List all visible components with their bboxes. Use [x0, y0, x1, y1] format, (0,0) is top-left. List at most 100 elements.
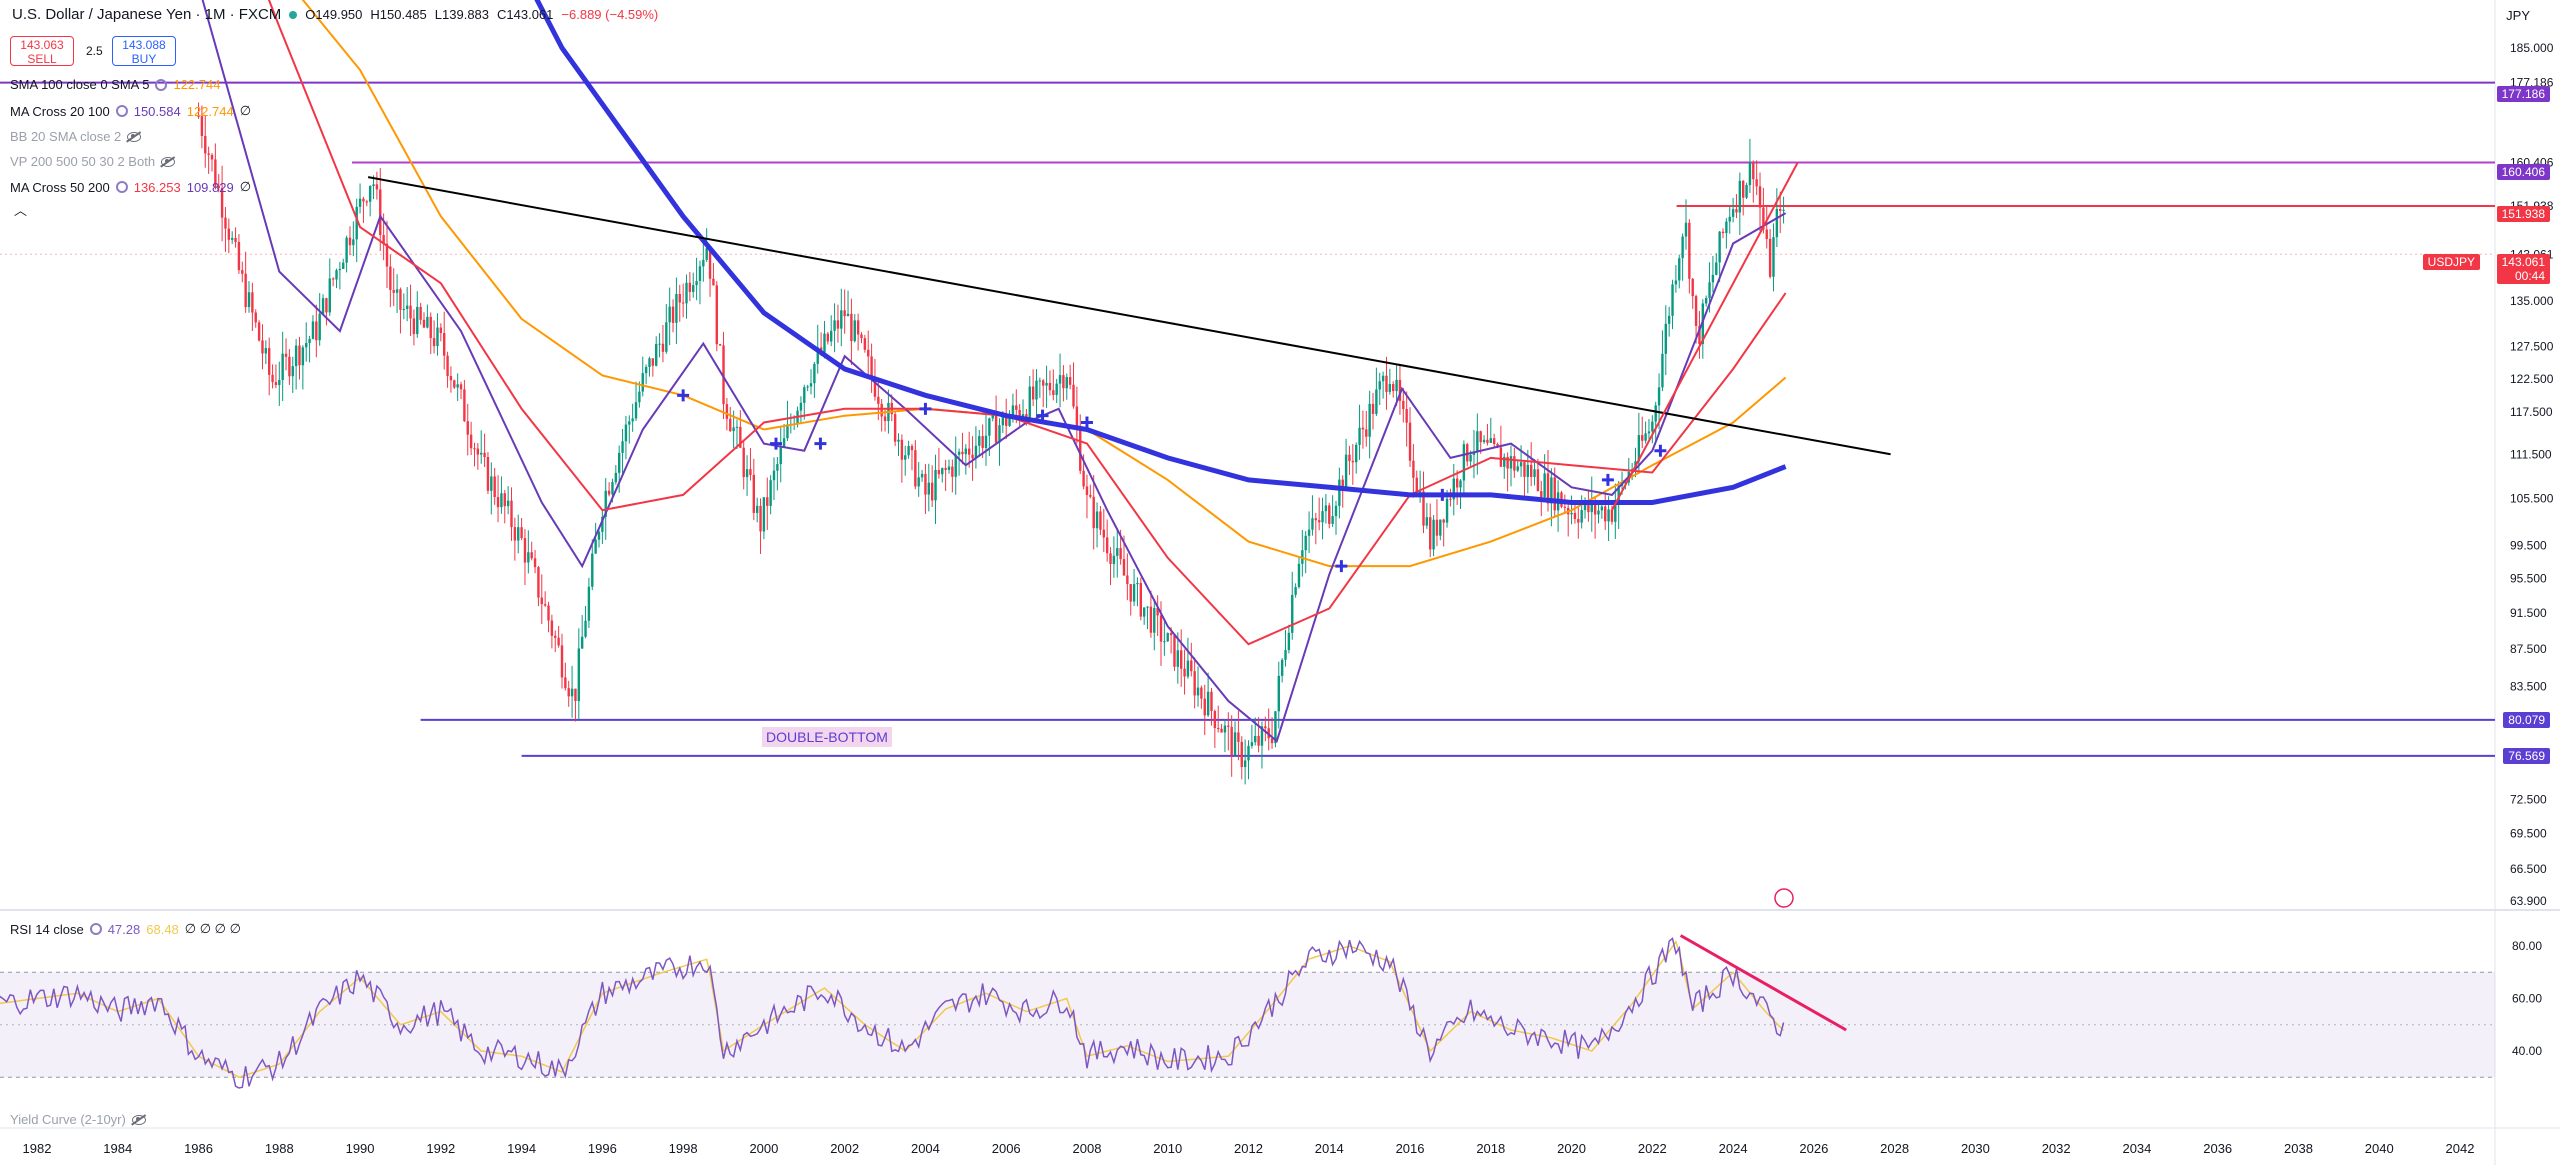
candle-body	[1334, 505, 1338, 517]
candle-body	[244, 273, 247, 308]
ohlc-low: L139.883	[434, 7, 490, 22]
candle-body	[1681, 236, 1684, 259]
candle-body	[1348, 454, 1351, 461]
settings-icon[interactable]	[89, 923, 102, 935]
settings-icon[interactable]	[115, 105, 128, 117]
candle-body	[1779, 208, 1782, 211]
candle-body	[722, 345, 725, 405]
candle-body	[991, 414, 994, 419]
candle-body	[877, 396, 880, 404]
legend-ma-cross-50-200[interactable]: MA Cross 50 200 136.253 109.829 ∅	[10, 179, 251, 195]
settings-icon[interactable]	[115, 181, 128, 193]
time-tick: 2004	[911, 1141, 940, 1156]
candle-body	[1179, 650, 1183, 669]
candle-body	[1647, 431, 1651, 434]
candle-body	[1011, 405, 1015, 417]
legend-bb[interactable]: BB 20 SMA close 2	[10, 129, 142, 144]
hidden-eye-icon[interactable]	[131, 1114, 146, 1125]
hidden-eye-icon[interactable]	[127, 131, 142, 142]
candle-body	[1529, 464, 1533, 478]
candle-body	[1762, 207, 1765, 230]
candle-body	[1284, 649, 1287, 660]
last-price-symbol: USDJPY	[2422, 254, 2480, 270]
candle-body	[301, 347, 305, 366]
candle-body	[1459, 480, 1462, 488]
candle-body	[230, 237, 234, 240]
legend-rsi[interactable]: RSI 14 close 47.28 68.48 ∅ ∅ ∅ ∅	[10, 921, 241, 937]
candle-body	[1593, 499, 1597, 515]
candle-body	[217, 185, 220, 189]
price-tick: 185.000	[2510, 41, 2554, 55]
time-tick: 2032	[2042, 1141, 2071, 1156]
candle-body	[951, 466, 954, 477]
rsi-divergence-line	[1679, 934, 1847, 1032]
candle-body	[1025, 414, 1028, 420]
candle-body	[1684, 222, 1688, 237]
candle-body	[449, 376, 453, 381]
time-tick: 2018	[1476, 1141, 1505, 1156]
candle-body	[1398, 379, 1402, 401]
candle-body	[994, 414, 998, 443]
time-tick: 2020	[1557, 1141, 1586, 1156]
price-tick: 69.500	[2510, 827, 2547, 841]
candle-body	[1607, 509, 1610, 522]
candle-body	[644, 366, 648, 374]
candle-body	[634, 402, 638, 419]
candle-body	[1476, 431, 1479, 453]
time-tick: 1994	[507, 1141, 536, 1156]
candle-body	[1513, 456, 1516, 471]
candle-body	[1166, 633, 1169, 642]
candle-body	[1206, 691, 1210, 716]
candle-body	[200, 116, 204, 136]
candle-body	[732, 427, 735, 432]
candle-body	[904, 455, 907, 460]
candle-body	[527, 552, 530, 563]
candle-body	[278, 379, 281, 386]
candle-body	[402, 308, 406, 310]
candle-body	[1526, 464, 1530, 477]
candle-body	[725, 404, 729, 419]
candle-body	[708, 248, 712, 279]
legend-vp[interactable]: VP 200 500 50 30 2 Both	[10, 154, 176, 169]
candle-body	[631, 418, 634, 422]
candle-body	[577, 648, 581, 701]
candle-body	[1072, 384, 1075, 407]
legend-sma100[interactable]: SMA 100 close 0 SMA 5 122.744	[10, 77, 220, 92]
candle-body	[1711, 274, 1715, 283]
candle-body	[1270, 738, 1274, 744]
time-tick: 2038	[2284, 1141, 2313, 1156]
double-bottom-label[interactable]: DOUBLE-BOTTOM	[762, 727, 892, 747]
candle-body	[651, 358, 655, 366]
trendline	[367, 176, 1891, 456]
legend-yield-curve[interactable]: Yield Curve (2-10yr)	[10, 1112, 146, 1127]
cross-marker	[677, 389, 690, 402]
candle-body	[422, 319, 426, 328]
candle-body	[772, 470, 776, 481]
candle-body	[1116, 548, 1119, 556]
candle-body	[294, 345, 298, 367]
candle-body	[358, 198, 362, 207]
trendline	[1611, 162, 1799, 511]
settings-icon[interactable]	[155, 78, 168, 91]
currency-label[interactable]: JPY	[2506, 8, 2530, 23]
candle-body	[335, 270, 338, 280]
candle-body	[978, 436, 981, 446]
legend-ma-cross-20-100[interactable]: MA Cross 20 100 150.584 122.744 ∅	[10, 103, 251, 119]
candle-body	[416, 306, 419, 335]
collapse-legend-icon[interactable]: ︿	[14, 203, 28, 218]
candle-body	[274, 382, 278, 386]
symbol-title[interactable]: U.S. Dollar / Japanese Yen · 1M · FXCM	[12, 6, 282, 23]
price-tick: 63.900	[2510, 894, 2547, 908]
candle-body	[1126, 575, 1129, 585]
buy-button[interactable]: 143.088 BUY	[112, 36, 176, 66]
candle-body	[224, 217, 227, 229]
candle-body	[1728, 216, 1731, 222]
candle-body	[1307, 529, 1311, 536]
hidden-eye-icon[interactable]	[161, 156, 176, 167]
candle-body	[247, 292, 251, 308]
candle-body	[843, 310, 846, 317]
candle-body	[766, 497, 769, 506]
sell-button[interactable]: 143.063 SELL	[10, 36, 74, 66]
candle-body	[493, 476, 496, 498]
